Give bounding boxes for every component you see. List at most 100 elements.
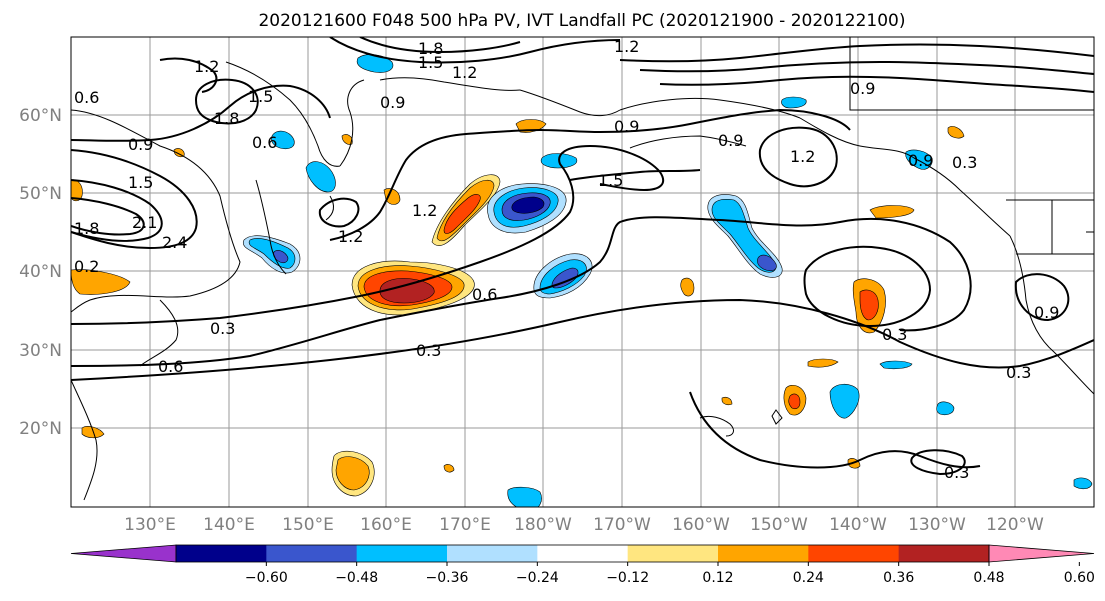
- colorbar: −0.60 −0.48 −0.36 −0.24 −0.12 0.12 0.24 0.36 0.4…: [70, 544, 1095, 586]
- pv-contour-upper-3: [619, 43, 1094, 63]
- ivt-positive-patch: [383, 188, 401, 205]
- svg-text:0.9: 0.9: [128, 135, 153, 154]
- lon-label: 130°E: [124, 515, 176, 535]
- pv-contour-upper-1: [329, 37, 621, 64]
- svg-text:0.3: 0.3: [952, 153, 977, 172]
- svg-text:1.8: 1.8: [74, 219, 99, 238]
- svg-text:0.9: 0.9: [718, 131, 743, 150]
- svg-text:2.4: 2.4: [162, 233, 187, 252]
- lon-label: 170°W: [593, 515, 651, 535]
- pv-contour-0.6: [71, 216, 972, 367]
- pv-contour-0.6-loop: [803, 245, 932, 328]
- pv-contour-2.1: [71, 197, 145, 236]
- colorbar-segment: [356, 545, 448, 562]
- map-frame: [70, 36, 1095, 508]
- ivt-positive-patch: [947, 126, 965, 139]
- pv-contour-1.8: [71, 179, 163, 242]
- svg-text:0.3: 0.3: [416, 341, 441, 360]
- ivt-negative-patch: [271, 130, 295, 150]
- lon-labels: 130°E 140°E 150°E 160°E 170°E 180°W 170°…: [124, 515, 1044, 535]
- lon-label: 120°W: [986, 515, 1044, 535]
- figure-title: 2020121600 F048 500 hPa PV, IVT Landfall…: [258, 11, 905, 31]
- colorbar-ticks: −0.60 −0.48 −0.36 −0.24 −0.12 0.12 0.24 0.36 0.4…: [245, 562, 1095, 586]
- colorbar-segment: [627, 545, 719, 562]
- svg-text:1.2: 1.2: [790, 147, 815, 166]
- pv-contour-0.9-upper: [71, 84, 331, 142]
- pv-contour-small-1: [318, 197, 360, 228]
- colorbar-tick-label: −0.36: [426, 570, 469, 586]
- colorbar-tick-label: 0.48: [973, 570, 1004, 586]
- lon-label: 170°E: [439, 515, 491, 535]
- pv-contour-0.3: [71, 298, 1094, 381]
- colorbar-segment: [898, 545, 990, 562]
- pv-contour-upper-5: [659, 75, 1094, 93]
- svg-text:1.5: 1.5: [128, 173, 153, 192]
- svg-text:1.2: 1.2: [194, 57, 219, 76]
- lon-label: 140°W: [829, 515, 887, 535]
- svg-text:0.3: 0.3: [944, 463, 969, 482]
- ivt-positive-patch: [341, 134, 353, 145]
- svg-text:0.9: 0.9: [908, 151, 933, 170]
- lon-label: 180°W: [514, 515, 572, 535]
- ivt-negative-patch: [507, 486, 542, 507]
- svg-text:0.9: 0.9: [614, 117, 639, 136]
- ivt-negative-patch: [936, 401, 955, 416]
- colorbar-segment: [266, 545, 358, 562]
- pv-contour-upper-2: [359, 37, 521, 54]
- lat-label: 40°N: [19, 262, 62, 282]
- ivt-negative-patch: [829, 383, 860, 419]
- svg-text:0.9: 0.9: [1034, 303, 1059, 322]
- colorbar-extend-low: [70, 544, 177, 563]
- pv-contour-1.2: [329, 108, 851, 241]
- ivt-positive-patch: [721, 396, 733, 406]
- svg-text:1.5: 1.5: [248, 87, 273, 106]
- pv-contour-1.2-loop: [758, 126, 838, 188]
- svg-text:1.2: 1.2: [412, 201, 437, 220]
- svg-text:1.5: 1.5: [598, 171, 623, 190]
- svg-text:0.6: 0.6: [74, 88, 99, 107]
- pv-contour-small-2: [910, 449, 966, 476]
- ivt-positive-patch: [807, 358, 839, 368]
- colorbar-tick-label: 0.60: [1064, 570, 1095, 586]
- svg-text:0.3: 0.3: [1006, 363, 1031, 382]
- lat-label: 60°N: [19, 106, 62, 126]
- lon-label: 130°W: [908, 515, 966, 535]
- svg-text:0.6: 0.6: [252, 133, 277, 152]
- svg-text:1.8: 1.8: [418, 39, 443, 58]
- lon-label: 140°E: [203, 515, 255, 535]
- lat-label: 30°N: [19, 341, 62, 361]
- pv-contour-0.9: [71, 144, 665, 325]
- contour-labels: 1.8 1.5 1.2 1.2 1.2 0.9 0.6 1.8 1.5 0.9 …: [74, 37, 1059, 482]
- colorbar-tick-label: −0.48: [335, 570, 378, 586]
- lon-label: 160°E: [360, 515, 412, 535]
- ivt-positive-patch: [859, 289, 879, 321]
- svg-text:0.3: 0.3: [882, 325, 907, 344]
- colorbar-segment: [808, 545, 900, 562]
- ivt-negative-patch: [757, 254, 777, 272]
- svg-text:1.8: 1.8: [214, 109, 239, 128]
- ivt-positive-patch: [869, 205, 915, 219]
- svg-text:0.9: 0.9: [850, 79, 875, 98]
- svg-text:0.9: 0.9: [380, 93, 405, 112]
- pv-contour-1.2-west: [159, 57, 218, 93]
- colorbar-tick-label: 0.12: [702, 570, 733, 586]
- ivt-positive-patch: [788, 393, 801, 410]
- svg-text:2.1: 2.1: [132, 213, 157, 232]
- colorbar-segment: [537, 545, 629, 562]
- svg-text:0.6: 0.6: [158, 357, 183, 376]
- ivt-negative-patch: [1073, 477, 1093, 490]
- colorbar-tick-label: 0.36: [883, 570, 914, 586]
- ivt-shading: [71, 54, 1093, 507]
- colorbar-segment: [718, 545, 809, 562]
- svg-text:1.2: 1.2: [338, 227, 363, 246]
- colorbar-extend-high: [988, 544, 1095, 563]
- colorbar-tick-label: 0.24: [793, 570, 824, 586]
- colorbar-tick-label: −0.24: [516, 570, 559, 586]
- ivt-positive-patch: [71, 269, 131, 295]
- ivt-negative-patch: [879, 360, 913, 370]
- pv-contour-0.3-south: [689, 391, 981, 469]
- colorbar-tick-label: −0.12: [606, 570, 649, 586]
- lat-label: 50°N: [19, 184, 62, 204]
- colorbar-segment: [447, 545, 538, 562]
- svg-text:1.2: 1.2: [452, 63, 477, 82]
